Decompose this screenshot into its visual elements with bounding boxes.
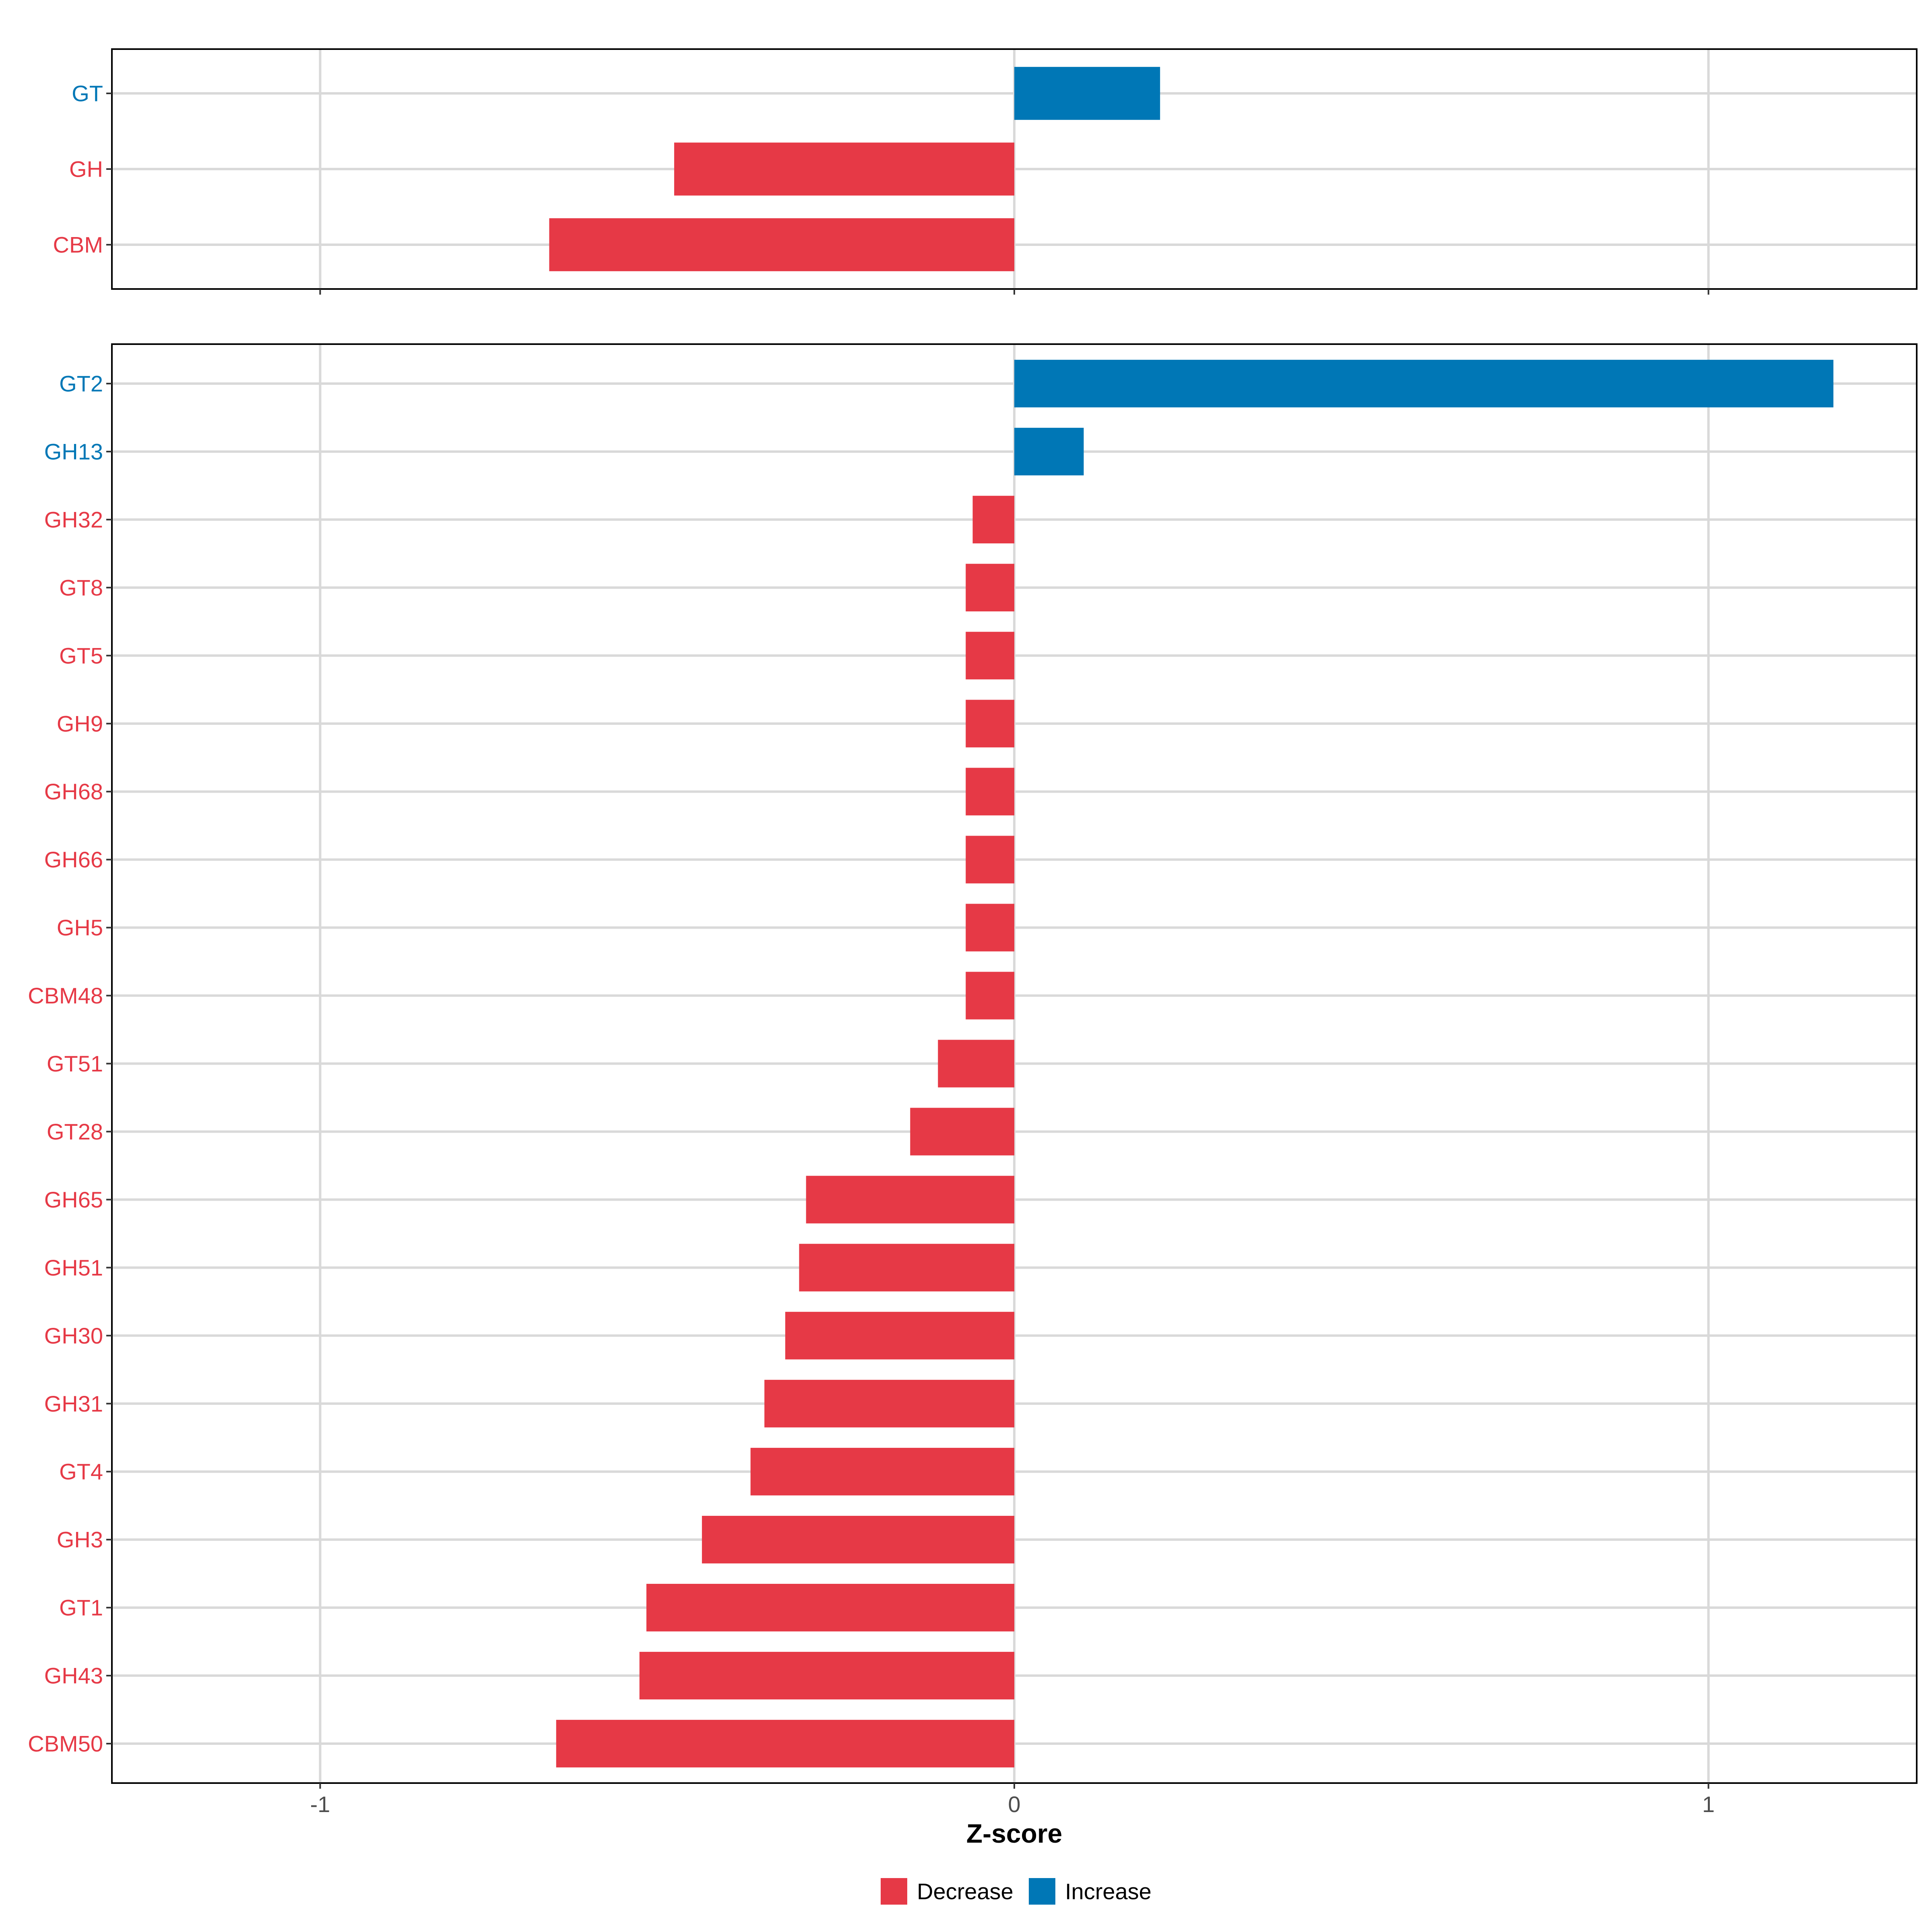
bar-gh5 xyxy=(966,904,1014,952)
legend: Decrease Increase xyxy=(881,1878,1152,1905)
y-tick-label-gt28: GT28 xyxy=(47,1119,103,1144)
y-tick-label-gh3: GH3 xyxy=(57,1527,103,1552)
bottom-panel: GT2 GH13 GH32 GT8 GT5 GH9 GH68 GH66 GH5 CBM48 GT51… xyxy=(28,343,1918,1817)
y-tick-label-gh66: GH66 xyxy=(44,847,103,872)
bar-gt51 xyxy=(938,1040,1014,1088)
bar-gt28 xyxy=(910,1108,1014,1156)
y-tick-label-gt8: GT8 xyxy=(59,575,103,600)
y-tick-label-gh5: GH5 xyxy=(57,915,103,940)
bar-gh51 xyxy=(799,1244,1014,1292)
bar-gt4 xyxy=(750,1448,1014,1496)
bar-gt1 xyxy=(646,1583,1014,1632)
legend-label-increase: Increase xyxy=(1065,1879,1152,1904)
bar-cbm50 xyxy=(556,1719,1014,1768)
y-tick-label-cbm48: CBM48 xyxy=(28,983,103,1008)
y-tick-label-gh31: GH31 xyxy=(44,1391,103,1416)
bar-cbm48 xyxy=(966,972,1014,1020)
y-tick-label-gt5: GT5 xyxy=(59,643,103,668)
y-tick-label-gt2: GT2 xyxy=(59,371,103,396)
y-tick-label-cbm50: CBM50 xyxy=(28,1731,103,1757)
y-tick-label-gt1: GT1 xyxy=(59,1595,103,1620)
x-tick-label: 0 xyxy=(1008,1792,1020,1817)
y-tick-label-gh43: GH43 xyxy=(44,1663,103,1688)
bar-gt xyxy=(1014,67,1160,120)
bar-gh13 xyxy=(1014,427,1084,476)
bar-gh66 xyxy=(966,836,1014,883)
x-tick-label: -1 xyxy=(310,1792,330,1817)
bar-gt8 xyxy=(966,564,1014,611)
bar-gt2 xyxy=(1014,359,1834,408)
bar-gh68 xyxy=(966,768,1014,815)
bar-gh xyxy=(674,142,1014,196)
y-tick-label-gh9: GH9 xyxy=(57,711,103,736)
top-panel: GT GH CBM xyxy=(53,48,1918,295)
bar-gt5 xyxy=(966,632,1014,679)
bar-gh31 xyxy=(764,1380,1014,1428)
bar-gh9 xyxy=(966,700,1014,747)
legend-key-increase xyxy=(1029,1878,1055,1905)
y-tick-label-gt: GT xyxy=(72,81,103,106)
y-tick-label-gh: GH xyxy=(69,157,103,182)
y-tick-label-gh30: GH30 xyxy=(44,1323,103,1348)
bar-gh30 xyxy=(785,1312,1014,1360)
bar-gh3 xyxy=(702,1516,1014,1564)
y-tick-label-gt4: GT4 xyxy=(59,1459,103,1484)
y-tick-label-gh13: GH13 xyxy=(44,439,103,464)
y-tick-label-gh65: GH65 xyxy=(44,1187,103,1212)
y-tick-label-cbm: CBM xyxy=(53,232,103,258)
bar-cbm xyxy=(549,218,1014,271)
y-tick-label-gh51: GH51 xyxy=(44,1255,103,1280)
y-tick-label-gh68: GH68 xyxy=(44,779,103,804)
legend-label-decrease: Decrease xyxy=(917,1879,1013,1904)
bar-gh43 xyxy=(639,1651,1014,1700)
x-tick-label: 1 xyxy=(1702,1792,1715,1817)
bar-gh65 xyxy=(806,1176,1014,1224)
x-axis-title: Z-score xyxy=(966,1818,1062,1848)
y-tick-label-gh32: GH32 xyxy=(44,507,103,532)
legend-key-decrease xyxy=(881,1878,907,1905)
bar-gh32 xyxy=(972,495,1014,544)
y-tick-label-gt51: GT51 xyxy=(47,1051,103,1076)
